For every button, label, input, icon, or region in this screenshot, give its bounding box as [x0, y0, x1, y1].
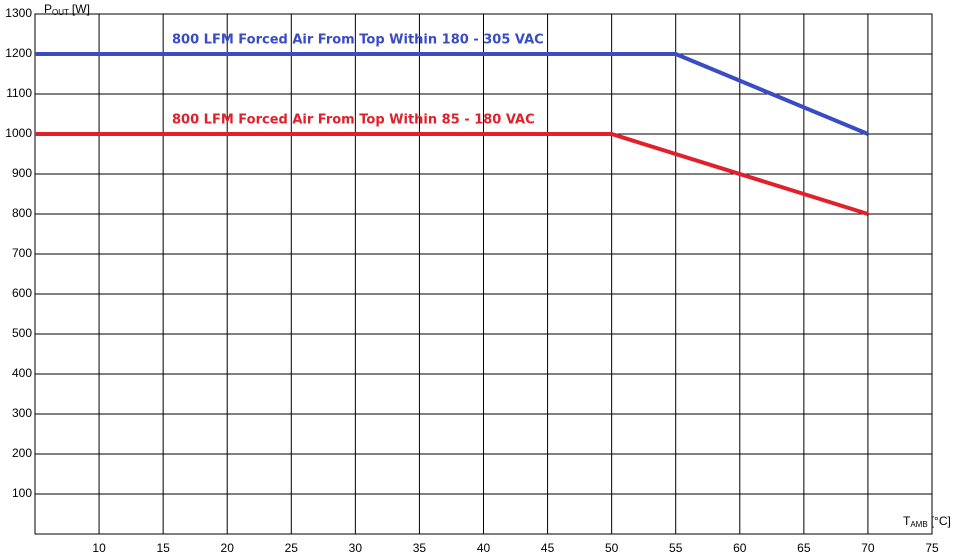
- y-tick-label: 1300: [5, 6, 32, 20]
- series-line: [35, 132, 869, 216]
- x-label-symbol: T: [903, 514, 911, 528]
- series-label: 800 LFM Forced Air From Top Within 85 - …: [172, 113, 535, 128]
- x-tick-label: 10: [92, 541, 106, 555]
- y-tick-label: 100: [12, 486, 32, 500]
- y-tick-label: 700: [12, 246, 32, 260]
- x-axis-label: TAMB [°C]: [903, 514, 951, 529]
- y-axis-label: POUT [W]: [44, 2, 90, 17]
- y-label-symbol: P: [44, 2, 52, 16]
- x-tick-label: 40: [477, 541, 491, 555]
- y-tick-label: 1000: [5, 126, 32, 140]
- x-label-unit: [°C]: [931, 514, 951, 528]
- y-tick-label: 200: [12, 446, 32, 460]
- x-tick-label: 55: [669, 541, 683, 555]
- x-tick-label: 20: [221, 541, 235, 555]
- y-tick-label: 400: [12, 366, 32, 380]
- y-label-unit: [W]: [72, 2, 90, 16]
- y-tick-label: 1100: [6, 86, 32, 100]
- y-tick-label: 900: [12, 166, 32, 180]
- series-line: [35, 52, 869, 136]
- x-tick-label: 60: [733, 541, 747, 555]
- x-tick-label: 65: [797, 541, 811, 555]
- x-tick-label: 30: [349, 541, 363, 555]
- x-tick-label: 45: [541, 541, 555, 555]
- x-tick-label: 70: [861, 541, 875, 555]
- x-tick-label: 25: [285, 541, 299, 555]
- y-tick-label: 800: [12, 206, 32, 220]
- series-label: 800 LFM Forced Air From Top Within 180 -…: [172, 33, 544, 48]
- x-tick-label: 75: [925, 541, 939, 555]
- y-label-subscript: OUT: [52, 8, 69, 17]
- y-tick-label: 500: [12, 326, 32, 340]
- x-tick-label: 35: [413, 541, 427, 555]
- x-tick-label: 15: [156, 541, 170, 555]
- x-tick-label: 50: [605, 541, 619, 555]
- y-tick-label: 1200: [5, 46, 32, 60]
- x-label-subscript: AMB: [910, 520, 927, 529]
- y-tick-label: 600: [12, 286, 32, 300]
- y-tick-label: 300: [12, 406, 32, 420]
